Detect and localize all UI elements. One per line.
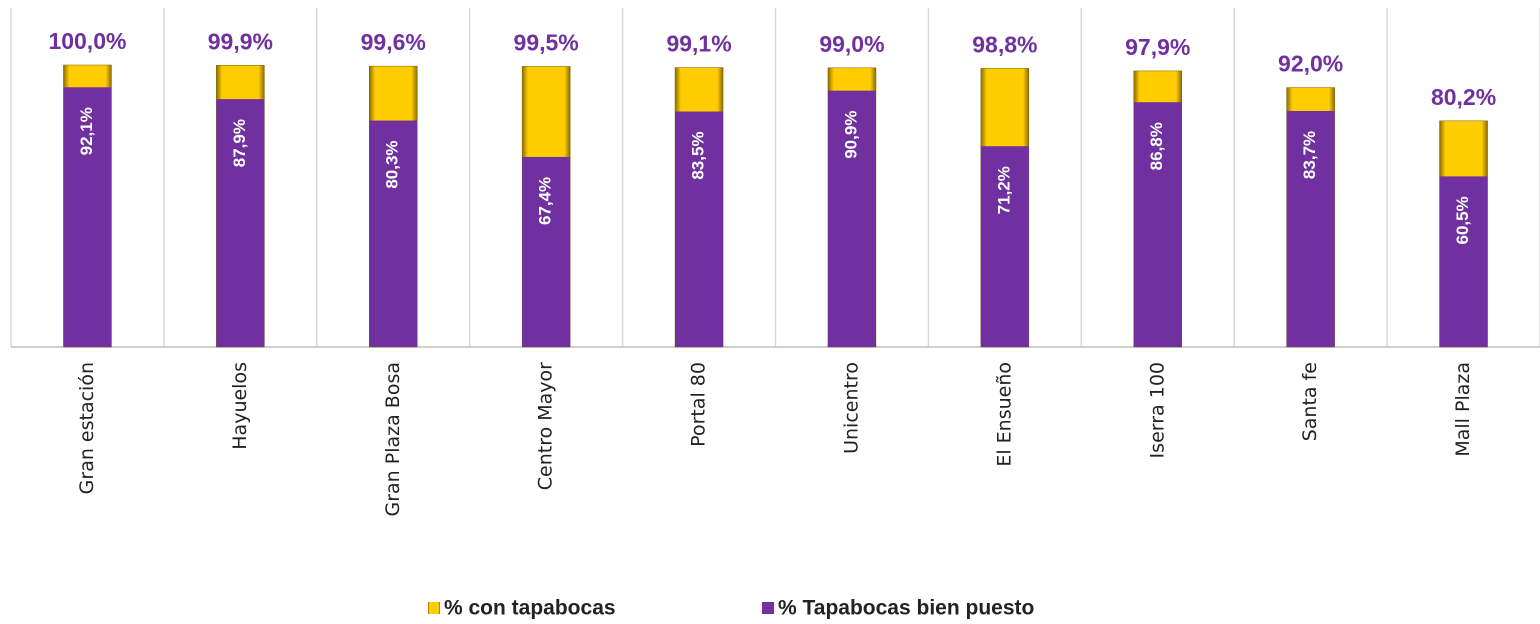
bar bbox=[216, 99, 265, 347]
data-label: 83,7% bbox=[1300, 131, 1319, 179]
data-label: 83,5% bbox=[689, 131, 708, 179]
bar bbox=[522, 156, 571, 347]
bar bbox=[980, 146, 1029, 347]
bar bbox=[1286, 110, 1335, 347]
data-label: 86,8% bbox=[1147, 122, 1166, 170]
bar bbox=[675, 111, 724, 347]
x-tick-label: Portal 80 bbox=[688, 362, 710, 447]
x-tick-label: Mall Plaza bbox=[1452, 362, 1474, 457]
data-label: 99,6% bbox=[361, 29, 426, 55]
legend-swatch bbox=[762, 602, 774, 614]
data-label: 71,2% bbox=[994, 166, 1013, 214]
data-label: 92,1% bbox=[77, 107, 96, 155]
x-tick-label: Santa fe bbox=[1299, 362, 1321, 441]
x-tick-label: Unicentro bbox=[840, 362, 862, 454]
data-label: 90,9% bbox=[841, 111, 860, 159]
data-label: 87,9% bbox=[230, 119, 249, 167]
x-tick-label: Hayuelos bbox=[229, 362, 251, 450]
data-label: 80,3% bbox=[383, 140, 402, 188]
bar bbox=[1439, 176, 1488, 347]
data-label: 98,8% bbox=[972, 31, 1037, 57]
x-tick-label: Gran estación bbox=[76, 362, 98, 494]
x-tick-label: El Ensueño bbox=[993, 362, 1015, 467]
x-tick-label: Centro Mayor bbox=[535, 362, 557, 490]
data-label: 92,0% bbox=[1278, 51, 1343, 77]
bar bbox=[1133, 102, 1182, 347]
data-label: 97,9% bbox=[1125, 34, 1190, 60]
data-label: 99,5% bbox=[514, 29, 579, 55]
legend-label: % con tapabocas bbox=[444, 597, 616, 620]
bar bbox=[369, 120, 418, 347]
x-tick-label: Iserra 100 bbox=[1146, 362, 1168, 458]
data-label: 100,0% bbox=[48, 28, 126, 54]
data-label: 99,0% bbox=[819, 31, 884, 57]
data-label: 99,1% bbox=[666, 31, 731, 57]
legend-label: % Tapabocas bien puesto bbox=[778, 597, 1034, 620]
bar bbox=[63, 87, 112, 347]
data-label: 67,4% bbox=[536, 177, 555, 225]
data-label: 99,9% bbox=[208, 28, 273, 54]
x-tick-label: Gran Plaza Bosa bbox=[382, 362, 404, 517]
data-label: 60,5% bbox=[1453, 196, 1472, 244]
data-label: 80,2% bbox=[1431, 84, 1496, 110]
legend-swatch bbox=[428, 602, 440, 614]
bar bbox=[827, 90, 876, 348]
